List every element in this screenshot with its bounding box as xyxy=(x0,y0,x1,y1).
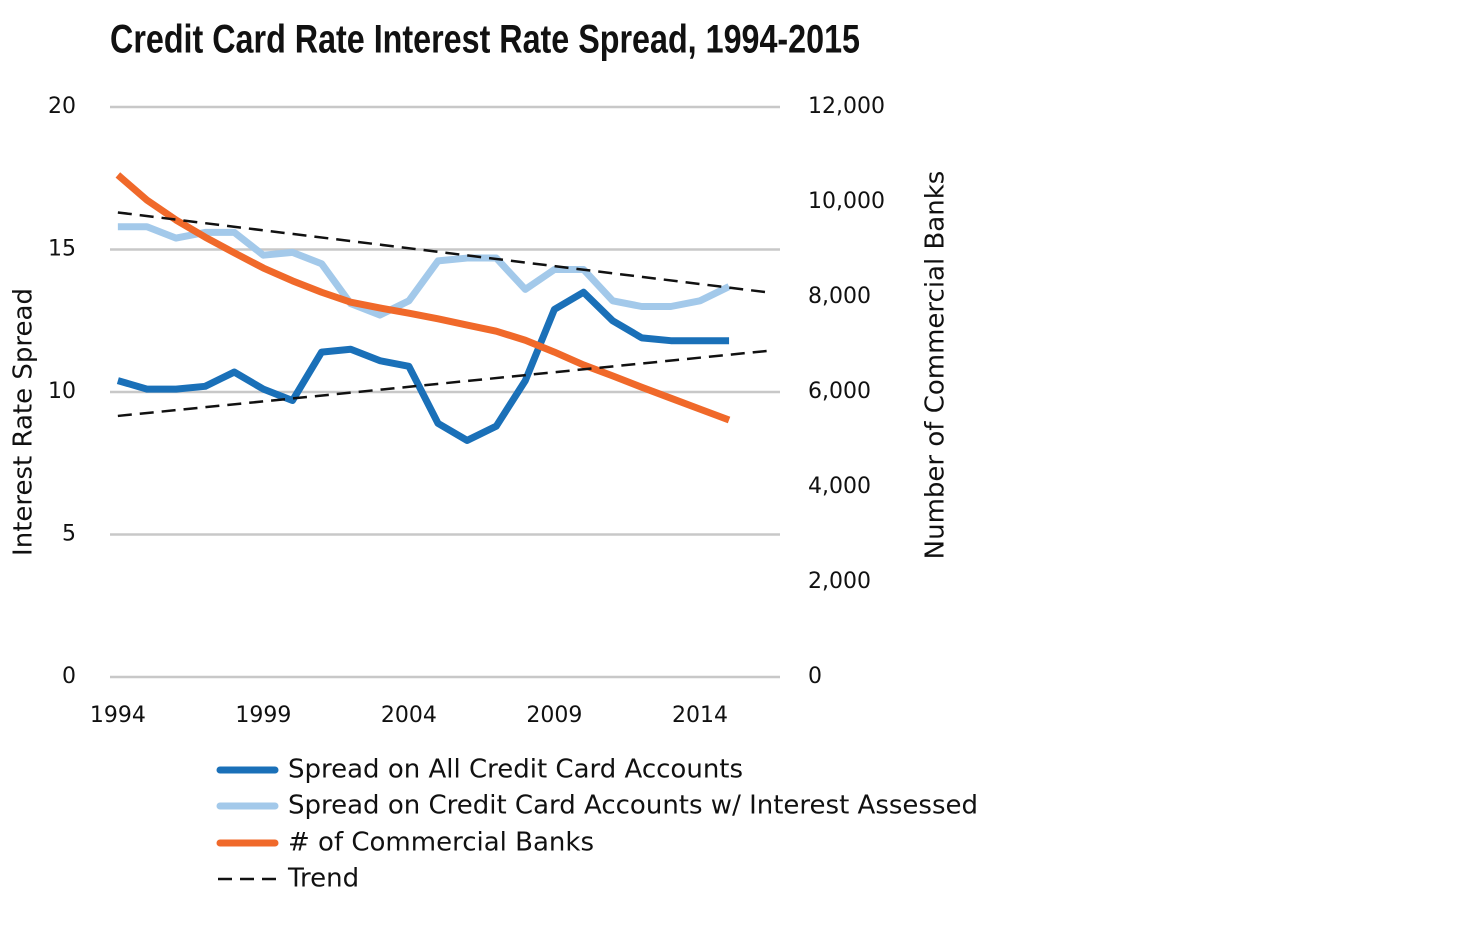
y-tick-label: 0 xyxy=(62,664,76,689)
y-tick-label: 5 xyxy=(62,522,76,547)
x-tick-label: 2014 xyxy=(672,703,728,728)
y2-tick-label: 6,000 xyxy=(808,379,871,404)
y2-tick-label: 8,000 xyxy=(808,284,871,309)
y-axis-label: Interest Rate Spread xyxy=(9,288,39,556)
legend-label: Spread on Credit Card Accounts w/ Intere… xyxy=(288,791,978,821)
y2-tick-label: 2,000 xyxy=(808,569,871,594)
chart-title: Credit Card Rate Interest Rate Spread, 1… xyxy=(110,18,860,62)
y2-tick-label: 10,000 xyxy=(808,189,885,214)
legend-label: # of Commercial Banks xyxy=(288,828,594,858)
y2-tick-label: 4,000 xyxy=(808,474,871,499)
x-tick-label: 1994 xyxy=(90,703,146,728)
series-line xyxy=(117,223,731,319)
series-line xyxy=(116,288,730,444)
legend-label: Spread on All Credit Card Accounts xyxy=(288,755,743,785)
series-line xyxy=(115,172,731,424)
y-tick-label: 10 xyxy=(48,379,76,404)
y2-tick-label: 12,000 xyxy=(808,94,885,119)
x-tick-label: 2004 xyxy=(381,703,437,728)
y2-tick-label: 0 xyxy=(808,664,822,689)
y-tick-label: 20 xyxy=(48,94,76,119)
x-tick-label: 2009 xyxy=(526,703,582,728)
legend-label: Trend xyxy=(287,864,359,894)
trend-line xyxy=(117,211,768,294)
x-tick-label: 1999 xyxy=(235,703,291,728)
y2-axis-label: Number of Commercial Banks xyxy=(921,171,951,560)
y-tick-label: 15 xyxy=(48,237,76,262)
